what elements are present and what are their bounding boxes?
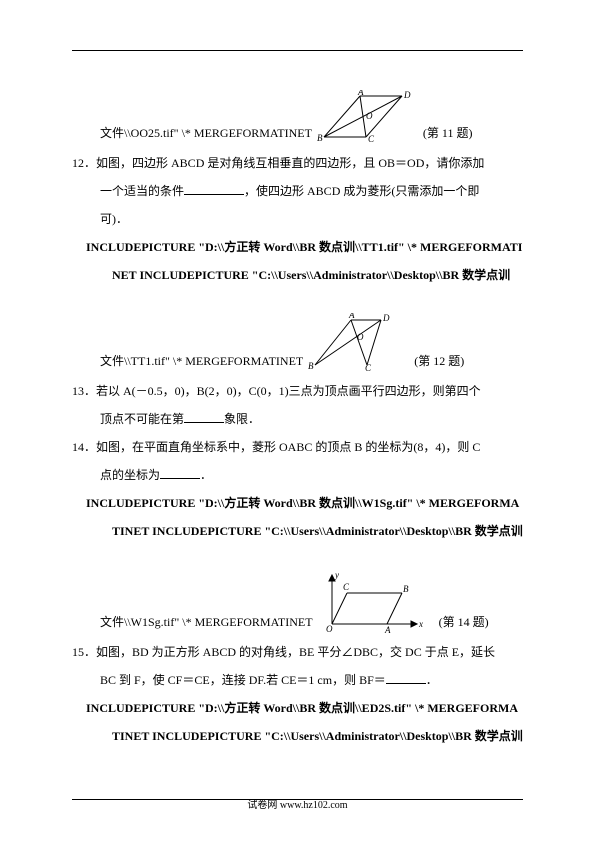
- q14-text-a: 如图，在平面直角坐标系中，菱形 OABC 的顶点 B 的坐标为(8，4)，则 C: [96, 440, 480, 454]
- q14-num: 14．: [72, 440, 96, 454]
- q13-text-a: 若以 A(－0.5，0)，B(2，0)，C(0，1)三点为顶点画平行四边形，则第…: [96, 384, 481, 398]
- v-B: B: [403, 584, 409, 594]
- q14-text-c: ．: [200, 468, 212, 482]
- v-A: A: [357, 90, 364, 97]
- inc15-l2: TINET INCLUDEPICTURE "C:\\Users\\Adminis…: [72, 724, 523, 748]
- v-B: B: [317, 133, 323, 143]
- figure-11-label: (第 11 题): [423, 121, 473, 145]
- figure-12-label: (第 12 题): [414, 349, 464, 373]
- q15-text-c: ．: [426, 673, 438, 687]
- q15-text-a: 如图，BD 为正方形 ABCD 的对角线，BE 平分∠DBC，交 DC 于点 E…: [96, 645, 495, 659]
- figure-12-prefix: 文件\\TT1.tif" \* MERGEFORMATINET: [100, 349, 303, 373]
- q13-line1: 13．若以 A(－0.5，0)，B(2，0)，C(0，1)三点为顶点画平行四边形…: [72, 379, 523, 403]
- v-A: A: [384, 625, 391, 634]
- q15-blank: [386, 672, 426, 684]
- inc14-l1: INCLUDEPICTURE "D:\\方正转 Word\\BR 数点训\\W1…: [72, 491, 523, 515]
- figure-14-label: (第 14 题): [439, 610, 489, 634]
- v-B: B: [308, 361, 314, 371]
- v-x: x: [418, 619, 423, 629]
- q14-line2: 点的坐标为 ．: [72, 463, 523, 487]
- q14-text-b: 点的坐标为: [100, 468, 160, 482]
- inc12-l2: NET INCLUDEPICTURE "C:\\Users\\Administr…: [72, 263, 523, 287]
- q12-num: 12．: [72, 156, 96, 170]
- q12-text-d: 可)．: [100, 212, 128, 226]
- v-D: D: [403, 90, 411, 100]
- q12-text-c: ，使四边形 ABCD 成为菱形(只需添加一个即: [244, 184, 479, 198]
- figure-12-svg: A D B C O: [307, 313, 402, 373]
- v-y: y: [334, 570, 339, 580]
- q14-line1: 14．如图，在平面直角坐标系中，菱形 OABC 的顶点 B 的坐标为(8，4)，…: [72, 435, 523, 459]
- footer: 试卷网 www.hz102.com: [0, 796, 595, 816]
- v-O: O: [326, 624, 333, 634]
- v-O: O: [366, 111, 373, 121]
- q13-text-c: 象限．: [224, 412, 260, 426]
- q15-num: 15．: [72, 645, 96, 659]
- v-C: C: [343, 582, 350, 592]
- figure-11-svg: A D B C O: [316, 90, 411, 145]
- figure-14-row: 文件\\W1Sg.tif" \* MERGEFORMATINET O A x y…: [72, 569, 523, 634]
- inc12-l1: INCLUDEPICTURE "D:\\方正转 Word\\BR 数点训\\TT…: [72, 235, 523, 259]
- q12-line1: 12．如图，四边形 ABCD 是对角线互相垂直的四边形，且 OB＝OD，请你添加: [72, 151, 523, 175]
- inc14-l2: TINET INCLUDEPICTURE "C:\\Users\\Adminis…: [72, 519, 523, 543]
- v-A: A: [348, 313, 355, 320]
- figure-14-svg: O A x y C B: [317, 569, 427, 634]
- v-D: D: [382, 313, 390, 323]
- q13-num: 13．: [72, 384, 96, 398]
- figure-11-prefix: 文件\\OO25.tif" \* MERGEFORMATINET: [100, 121, 312, 145]
- figure-11-row: 文件\\OO25.tif" \* MERGEFORMATINET A D B C…: [72, 90, 523, 145]
- v-C: C: [368, 134, 375, 144]
- q14-blank: [160, 467, 200, 479]
- q13-line2: 顶点不可能在第 象限．: [72, 407, 523, 431]
- q12-line2: 一个适当的条件 ，使四边形 ABCD 成为菱形(只需添加一个即: [72, 179, 523, 203]
- q12-blank: [184, 183, 244, 195]
- inc15-l1: INCLUDEPICTURE "D:\\方正转 Word\\BR 数点训\\ED…: [72, 696, 523, 720]
- q12-text-a: 如图，四边形 ABCD 是对角线互相垂直的四边形，且 OB＝OD，请你添加: [96, 156, 484, 170]
- figure-14-prefix: 文件\\W1Sg.tif" \* MERGEFORMATINET: [100, 610, 313, 634]
- figure-12-row: 文件\\TT1.tif" \* MERGEFORMATINET A D B C …: [72, 313, 523, 373]
- q13-blank: [184, 411, 224, 423]
- footer-text: 试卷网 www.hz102.com: [247, 800, 347, 811]
- header-rule: [72, 50, 523, 51]
- q12-text-b: 一个适当的条件: [100, 184, 184, 198]
- v-O: O: [357, 332, 364, 342]
- v-C: C: [365, 363, 372, 373]
- q15-text-b: BC 到 F，使 CF＝CE，连接 DF.若 CE＝1 cm，则 BF＝: [100, 673, 386, 687]
- q12-line3: 可)．: [72, 207, 523, 231]
- q15-line2: BC 到 F，使 CF＝CE，连接 DF.若 CE＝1 cm，则 BF＝ ．: [72, 668, 523, 692]
- q13-text-b: 顶点不可能在第: [100, 412, 184, 426]
- q15-line1: 15．如图，BD 为正方形 ABCD 的对角线，BE 平分∠DBC，交 DC 于…: [72, 640, 523, 664]
